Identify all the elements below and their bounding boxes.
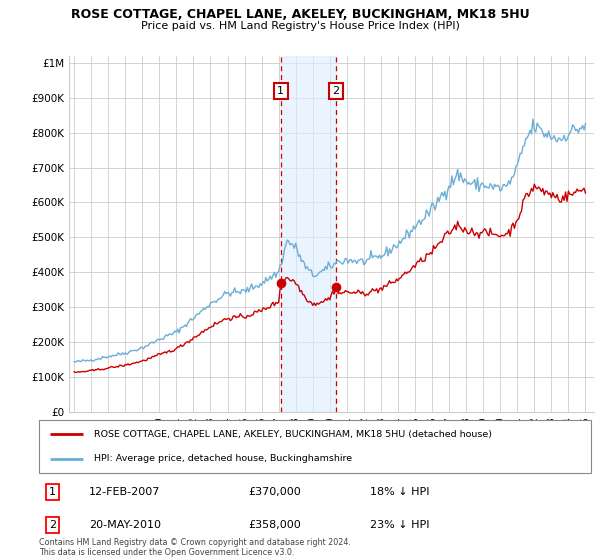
Text: 2: 2 bbox=[49, 520, 56, 530]
Text: 20-MAY-2010: 20-MAY-2010 bbox=[89, 520, 161, 530]
Text: ROSE COTTAGE, CHAPEL LANE, AKELEY, BUCKINGHAM, MK18 5HU: ROSE COTTAGE, CHAPEL LANE, AKELEY, BUCKI… bbox=[71, 8, 529, 21]
Text: 1: 1 bbox=[277, 86, 284, 96]
Text: 2: 2 bbox=[332, 86, 340, 96]
Text: £370,000: £370,000 bbox=[249, 487, 302, 497]
Text: 1: 1 bbox=[49, 487, 56, 497]
FancyBboxPatch shape bbox=[39, 420, 591, 473]
Text: 23% ↓ HPI: 23% ↓ HPI bbox=[370, 520, 430, 530]
Text: £358,000: £358,000 bbox=[249, 520, 302, 530]
Text: 18% ↓ HPI: 18% ↓ HPI bbox=[370, 487, 430, 497]
Text: ROSE COTTAGE, CHAPEL LANE, AKELEY, BUCKINGHAM, MK18 5HU (detached house): ROSE COTTAGE, CHAPEL LANE, AKELEY, BUCKI… bbox=[94, 430, 492, 439]
Text: Contains HM Land Registry data © Crown copyright and database right 2024.
This d: Contains HM Land Registry data © Crown c… bbox=[39, 538, 351, 557]
Text: 12-FEB-2007: 12-FEB-2007 bbox=[89, 487, 160, 497]
Text: HPI: Average price, detached house, Buckinghamshire: HPI: Average price, detached house, Buck… bbox=[94, 454, 352, 463]
Bar bbox=[281, 56, 336, 412]
Text: Price paid vs. HM Land Registry's House Price Index (HPI): Price paid vs. HM Land Registry's House … bbox=[140, 21, 460, 31]
